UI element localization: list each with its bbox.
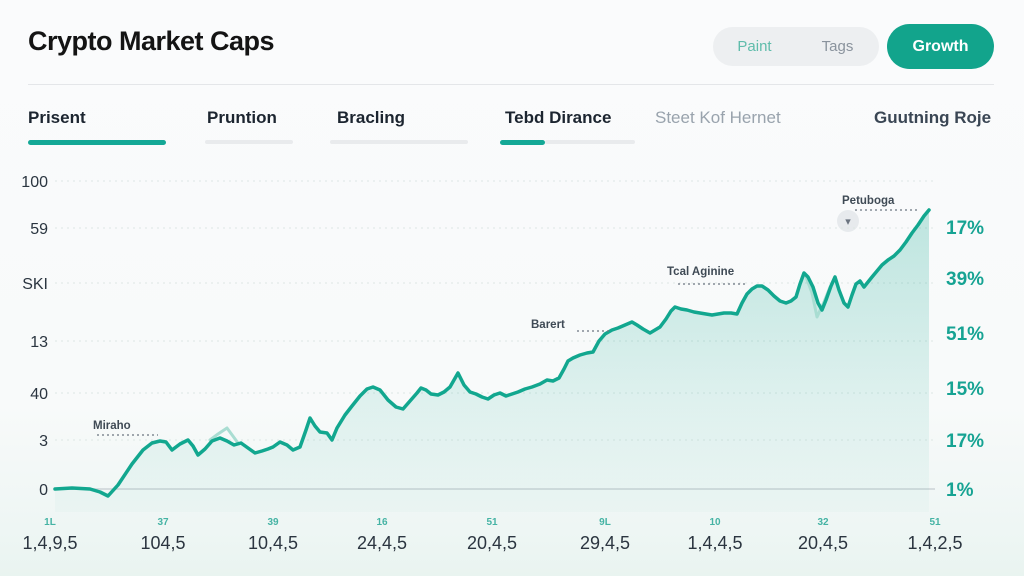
x-axis-minor-label: 16: [376, 517, 388, 528]
x-axis-minor-label: 32: [817, 517, 829, 528]
chevron-down-icon[interactable]: ▾: [837, 210, 859, 232]
tab-guutning-roje[interactable]: Guutning Roje: [874, 108, 991, 128]
x-axis-major-label: 1,4,9,5: [22, 533, 77, 553]
x-axis-major-label: 20,4,5: [798, 533, 848, 553]
annotation-label: Miraho: [93, 420, 131, 432]
page-title: Crypto Market Caps: [28, 26, 275, 56]
tab-pruntion[interactable]: Pruntion: [205, 108, 293, 144]
annotation-label: Tcal Aginine: [667, 266, 734, 278]
x-axis-major-label: 24,4,5: [357, 533, 407, 553]
segmented-control: Paint Tags: [713, 27, 879, 66]
right-value-label: 17%: [946, 218, 984, 239]
tab-label: Pruntion: [207, 108, 277, 127]
y-axis-label: 59: [30, 221, 48, 238]
x-axis-major-label: 1,4,4,5: [687, 533, 742, 553]
tab-prisent[interactable]: Prisent: [28, 108, 166, 145]
y-axis-label: 40: [30, 386, 48, 403]
segmented-option-paint[interactable]: Paint: [713, 38, 796, 55]
tab-active-underline: [28, 140, 166, 145]
ghost-line: [208, 426, 240, 445]
y-axis-label: 13: [30, 334, 48, 351]
right-value-label: 39%: [946, 269, 984, 290]
tab-label: Bracling: [337, 108, 406, 127]
x-axis-major-label: 1,4,2,5: [907, 533, 962, 553]
tab-label: Guutning Roje: [874, 108, 992, 127]
tab-bracling[interactable]: Bracling: [330, 108, 468, 144]
annotation-label: Barert: [531, 319, 565, 331]
tab-underline: [205, 140, 293, 144]
right-value-label: 15%: [946, 379, 984, 400]
right-value-label: 1%: [946, 480, 974, 501]
tab-label: Tebd Dirance: [505, 108, 612, 127]
tab-tebd-dirance[interactable]: Tebd Dirance: [500, 108, 635, 145]
x-axis-minor-label: 39: [267, 517, 279, 528]
header: Crypto Market Caps Paint Tags Growth: [0, 0, 1024, 85]
y-axis-label: 0: [39, 482, 48, 499]
price-line: [53, 208, 931, 498]
x-axis-minor-label: 37: [157, 517, 169, 528]
x-axis-minor-label: 9L: [599, 517, 611, 528]
x-axis-major-label: 104,5: [140, 533, 185, 553]
tab-underline: [545, 140, 635, 144]
x-axis-major-label: 29,4,5: [580, 533, 630, 553]
x-axis-minor-label: 51: [929, 517, 941, 528]
annotation-label: Petuboga: [842, 195, 895, 207]
tab-label: Prisent: [28, 108, 86, 127]
segmented-option-tags[interactable]: Tags: [796, 38, 879, 55]
chevron-glyph: ▾: [845, 215, 851, 228]
area-fill: [55, 210, 929, 512]
right-value-label: 17%: [946, 431, 984, 452]
tab-steet-kof-hernet[interactable]: Steet Kof Hernet: [655, 108, 781, 128]
growth-button[interactable]: Growth: [887, 24, 994, 69]
y-axis-label: 100: [21, 174, 48, 191]
header-divider: [28, 84, 994, 85]
tab-underline: [330, 140, 468, 144]
y-axis-label: SKI: [22, 276, 48, 293]
x-axis-minor-label: 1L: [44, 517, 56, 528]
x-axis-minor-label: 10: [709, 517, 721, 528]
x-axis-major-label: 10,4,5: [248, 533, 298, 553]
tab-bar: Prisent Pruntion Bracling Tebd Dirance S…: [0, 100, 1024, 232]
x-axis-major-label: 20,4,5: [467, 533, 517, 553]
tab-label: Steet Kof Hernet: [655, 108, 781, 127]
tab-underline-progress: [500, 140, 545, 145]
right-value-label: 51%: [946, 324, 984, 345]
x-axis-minor-label: 51: [486, 517, 498, 528]
y-axis-label: 3: [39, 433, 48, 450]
